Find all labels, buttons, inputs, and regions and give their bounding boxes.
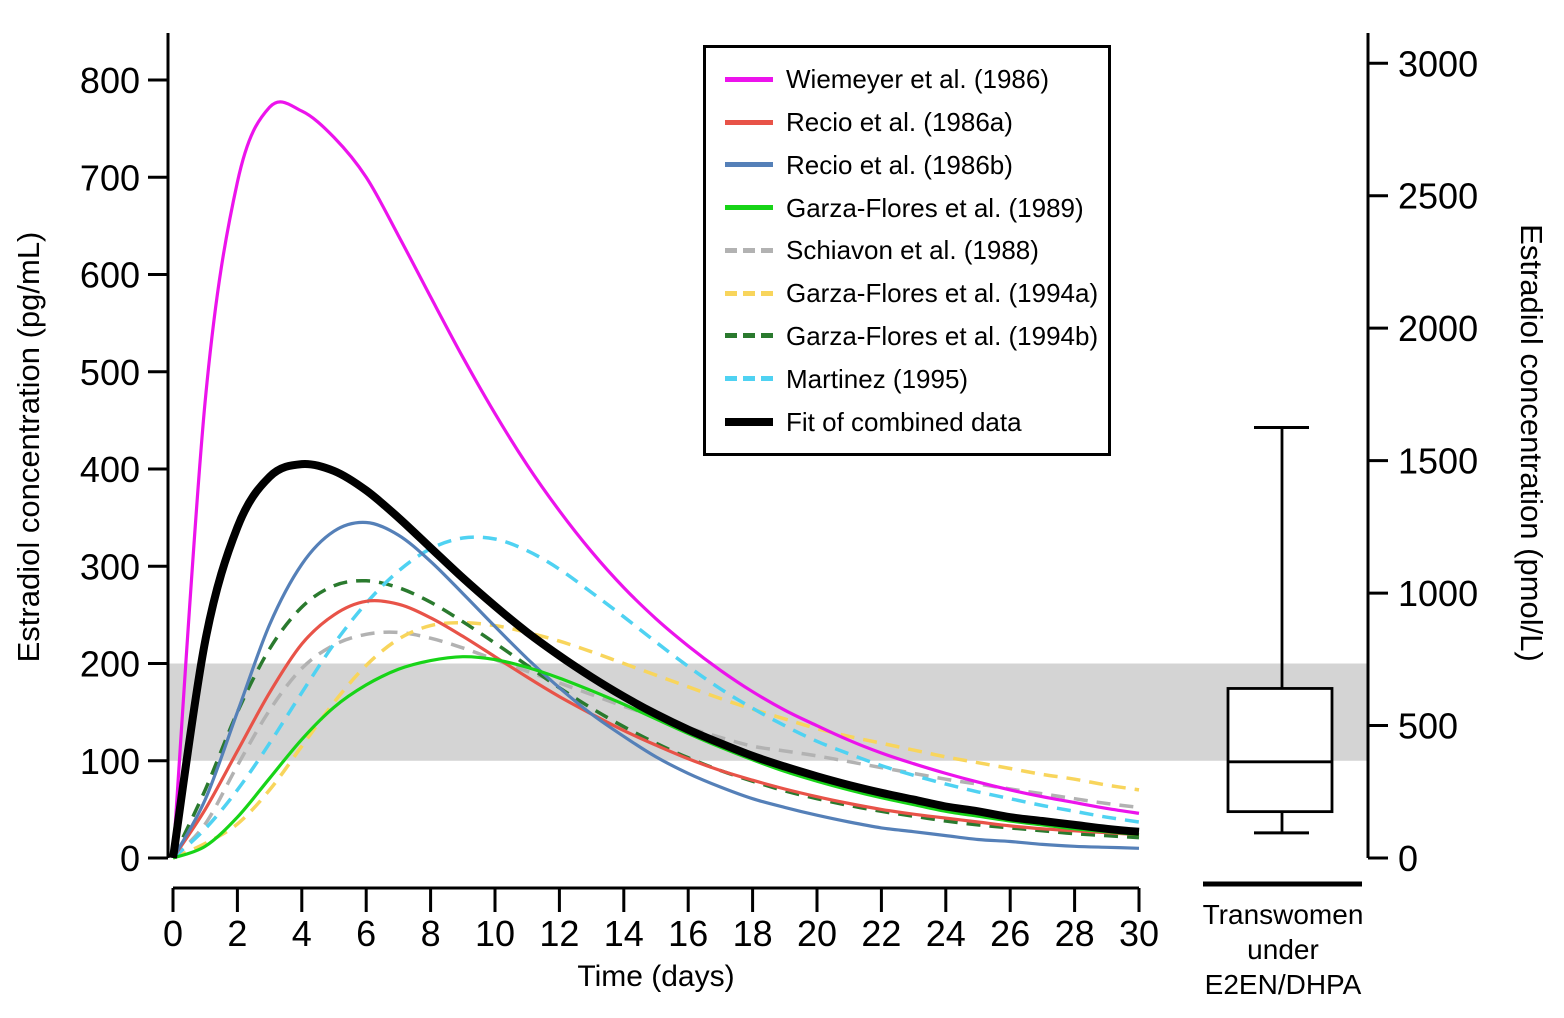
legend-label: Recio et al. (1986b) [786, 149, 1013, 180]
x-tick-label: 12 [539, 913, 579, 954]
series-curve-recio-et-al-1986b [171, 520, 1140, 859]
right-y-tick-label: 1000 [1398, 573, 1478, 614]
x-tick-label: 30 [1119, 913, 1159, 954]
series-curve-wiemeyer-et-al-1986 [171, 100, 1140, 859]
left-y-tick-label: 0 [120, 838, 140, 879]
right-y-tick-label: 1500 [1398, 441, 1478, 482]
boxplot-label-line3: E2EN/DHPA [1204, 969, 1362, 1000]
boxplot-box [1226, 687, 1334, 814]
x-tick-label: 0 [163, 913, 183, 954]
x-tick-label: 8 [421, 913, 441, 954]
legend-label: Garza-Flores et al. (1989) [786, 192, 1084, 223]
legend-item-schiavon-et-al-1988: Schiavon et al. (1988) [725, 237, 1102, 263]
series-curve-recio-et-al-1986a [171, 599, 1140, 859]
x-tick-label: 24 [926, 913, 966, 954]
legend-item-martinez-1995: Martinez (1995) [725, 366, 1102, 392]
legend-item-fit-of-combined-data: Fit of combined data [725, 409, 1102, 435]
left-y-tick-label: 700 [80, 157, 140, 198]
legend-swatch-icon [725, 376, 773, 382]
x-tick-label: 16 [668, 913, 708, 954]
legend-swatch-icon [725, 417, 773, 426]
right-y-tick-label: 0 [1398, 838, 1418, 879]
x-tick-label: 22 [861, 913, 901, 954]
x-axis-title: Time (days) [577, 960, 735, 993]
left-y-axis-title: Estradiol concentration (pg/mL) [11, 231, 46, 663]
legend-swatch-icon [725, 205, 773, 211]
left-y-tick-label: 200 [80, 644, 140, 685]
legend-item-recio-et-al-1986a: Recio et al. (1986a) [725, 109, 1102, 135]
series-curve-garza-flores-et-al-1994b [171, 578, 1140, 859]
x-tick-label: 20 [797, 913, 837, 954]
legend-label: Recio et al. (1986a) [786, 107, 1013, 138]
x-tick-label: 14 [604, 913, 644, 954]
x-tick-label: 28 [1055, 913, 1095, 954]
legend-label: Schiavon et al. (1988) [786, 235, 1039, 266]
series-curve-fit-of-combined-data [169, 459, 1140, 859]
legend-item-garza-flores-et-al-1994b: Garza-Flores et al. (1994b) [725, 323, 1102, 349]
right-y-tick-label: 500 [1398, 706, 1458, 747]
series-curve-garza-flores-et-al-1994a [172, 620, 1140, 860]
legend: Wiemeyer et al. (1986) Recio et al. (1986… [703, 45, 1111, 456]
right-y-tick-label: 3000 [1398, 43, 1478, 84]
boxplot-category-label: Transwomen under E2EN/DHPA [1203, 897, 1364, 1002]
legend-label: Garza-Flores et al. (1994b) [786, 320, 1099, 351]
legend-swatch-icon [725, 162, 773, 168]
left-y-tick-label: 300 [80, 546, 140, 587]
left-y-tick-label: 500 [80, 352, 140, 393]
legend-swatch-icon [725, 247, 773, 253]
left-y-tick-label: 100 [80, 741, 140, 782]
legend-swatch-icon [725, 290, 773, 296]
boxplot-label-line2: under [1247, 934, 1319, 965]
boxplot-label-line1: Transwomen [1202, 899, 1364, 930]
right-y-tick-label: 2000 [1398, 308, 1478, 349]
x-tick-label: 6 [356, 913, 376, 954]
left-y-tick-label: 400 [80, 449, 140, 490]
legend-label: Wiemeyer et al. (1986) [786, 64, 1049, 95]
legend-swatch-icon [725, 333, 773, 339]
reference-range-band [168, 663, 1368, 761]
series-curve-garza-flores-et-al-1989 [172, 655, 1140, 860]
right-y-tick-label: 2500 [1398, 176, 1478, 217]
legend-label: Garza-Flores et al. (1994a) [786, 278, 1099, 309]
left-y-tick-label: 600 [80, 255, 140, 296]
legend-item-recio-et-al-1986b: Recio et al. (1986b) [725, 152, 1102, 178]
x-tick-label: 10 [475, 913, 515, 954]
legend-item-garza-flores-et-al-1994a: Garza-Flores et al. (1994a) [725, 280, 1102, 306]
x-tick-label: 4 [292, 913, 312, 954]
legend-item-wiemeyer-et-al-1986: Wiemeyer et al. (1986) [725, 66, 1102, 92]
legend-item-garza-flores-et-al-1989: Garza-Flores et al. (1989) [725, 195, 1102, 221]
left-y-tick-label: 800 [80, 60, 140, 101]
x-tick-label: 26 [990, 913, 1030, 954]
legend-label: Martinez (1995) [786, 363, 969, 394]
right-y-axis-title: Estradiol concentration (pmol/L) [1514, 224, 1549, 662]
x-tick-label: 18 [733, 913, 773, 954]
legend-swatch-icon [725, 76, 773, 82]
x-tick-label: 2 [227, 913, 247, 954]
legend-swatch-icon [725, 119, 773, 125]
legend-label: Fit of combined data [786, 406, 1022, 437]
series-curve-martinez-1995 [171, 535, 1140, 860]
